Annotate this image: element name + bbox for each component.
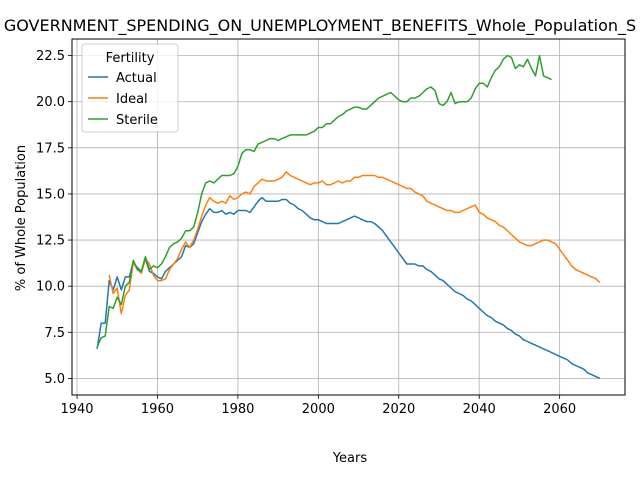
legend-entry-ideal: Ideal bbox=[116, 92, 148, 107]
y-axis-label: % of Whole Population bbox=[14, 145, 29, 291]
chart-title: GOVERNMENT_SPENDING_ON_UNEMPLOYMENT_BENE… bbox=[4, 16, 636, 36]
legend-box bbox=[81, 43, 179, 133]
y-tick-label: 17.5 bbox=[36, 141, 65, 156]
y-tick-label: 7.5 bbox=[44, 326, 65, 341]
series-group bbox=[96, 54, 601, 380]
plot-frame bbox=[71, 38, 626, 396]
x-tick-label: 2040 bbox=[463, 402, 496, 417]
series-line-ideal bbox=[108, 171, 601, 315]
y-tick-label: 5.0 bbox=[44, 372, 65, 387]
y-tick-label: 12.5 bbox=[36, 234, 65, 249]
x-tick-label: 2000 bbox=[302, 402, 335, 417]
legend-title: Fertility bbox=[106, 51, 155, 66]
y-tick-label: 22.5 bbox=[36, 49, 65, 64]
series-line-sterile bbox=[96, 54, 552, 348]
x-tick-label: 2060 bbox=[543, 402, 576, 417]
y-tick-label: 20.0 bbox=[36, 95, 65, 110]
legend-entry-actual: Actual bbox=[116, 71, 157, 86]
x-ticks: 1940 1960 1980 2000 2020 2040 2060 bbox=[60, 395, 576, 417]
legend-entry-sterile: Sterile bbox=[116, 113, 158, 128]
grid-lines bbox=[72, 39, 625, 395]
y-tick-label: 15.0 bbox=[36, 187, 65, 202]
series-line-actual bbox=[96, 196, 601, 380]
y-ticks: 5.0 7.5 10.0 12.5 15.0 17.5 20.0 22.5 bbox=[36, 49, 72, 387]
x-tick-label: 1960 bbox=[141, 402, 174, 417]
y-tick-label: 10.0 bbox=[36, 280, 65, 295]
x-tick-label: 1980 bbox=[221, 402, 254, 417]
x-tick-label: 2020 bbox=[382, 402, 415, 417]
legend: Fertility Actual Ideal Sterile bbox=[81, 43, 179, 133]
x-tick-label: 1940 bbox=[60, 402, 93, 417]
x-axis-label: Years bbox=[332, 451, 368, 466]
